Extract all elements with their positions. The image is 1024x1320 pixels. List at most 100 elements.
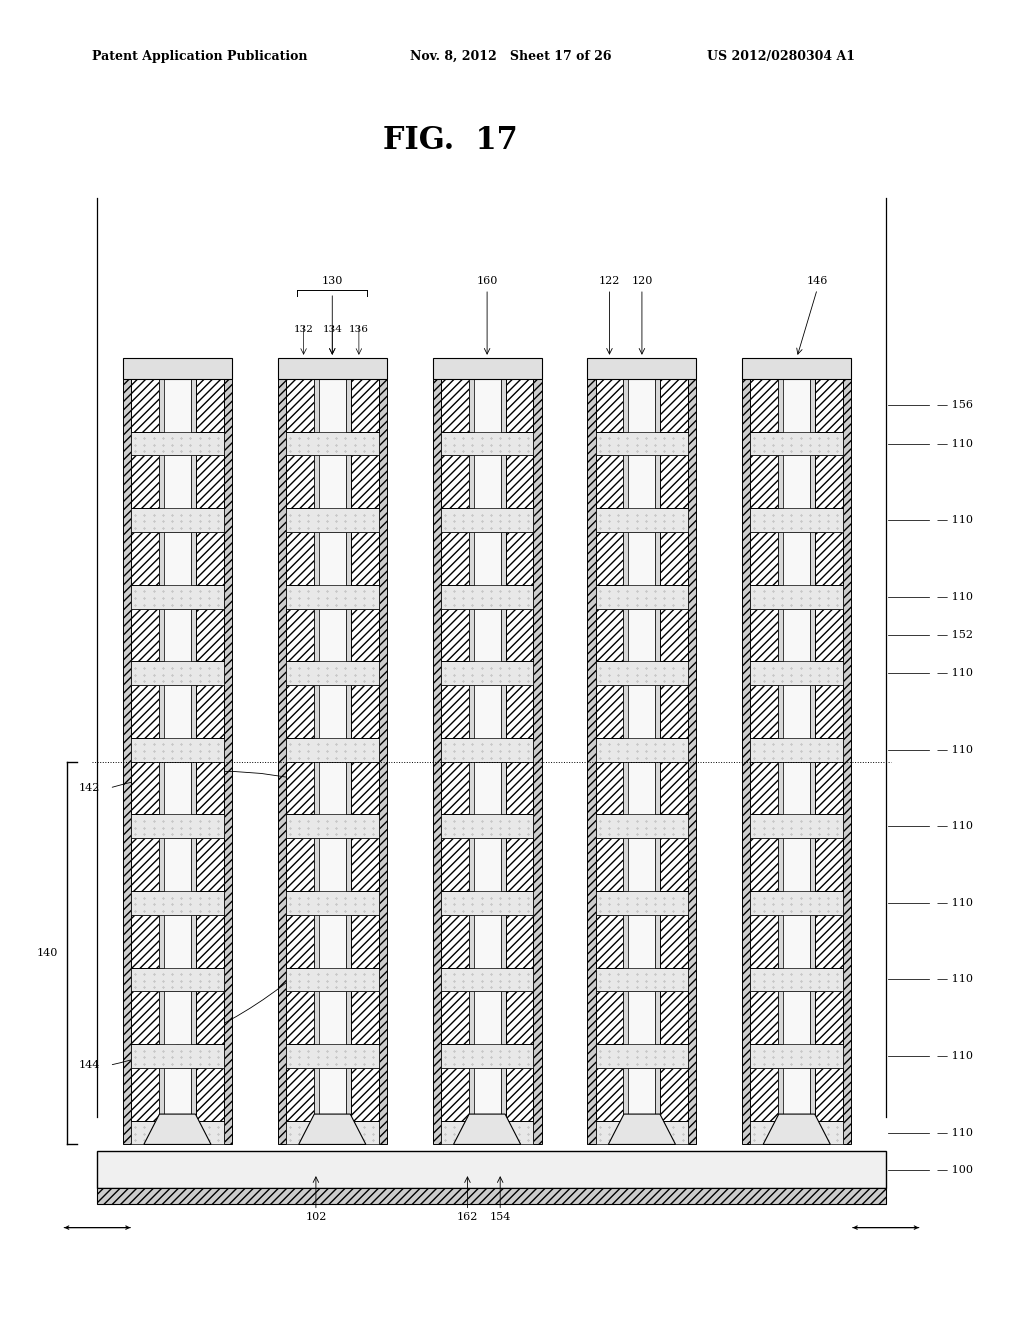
Bar	[318, 455, 346, 508]
Bar	[351, 838, 379, 891]
Bar	[751, 1068, 778, 1121]
Bar	[313, 609, 318, 661]
Bar	[286, 838, 313, 891]
Bar	[196, 838, 224, 891]
Bar	[286, 814, 379, 838]
Bar	[629, 455, 655, 508]
Bar	[629, 379, 655, 432]
Bar	[440, 508, 534, 532]
Bar	[131, 891, 224, 915]
Text: — 110: — 110	[937, 591, 973, 602]
Text: 162: 162	[457, 1212, 478, 1222]
Bar	[588, 379, 596, 1144]
Bar	[131, 814, 224, 838]
Bar	[815, 685, 843, 738]
Bar	[751, 991, 778, 1044]
Text: t₂: t₂	[468, 927, 474, 935]
Bar	[815, 991, 843, 1044]
Bar	[313, 455, 318, 508]
Bar	[474, 455, 501, 508]
Text: 154: 154	[489, 1212, 511, 1222]
Bar	[313, 685, 318, 738]
Bar	[655, 991, 660, 1044]
Polygon shape	[143, 1114, 211, 1144]
Bar	[286, 738, 379, 762]
Bar	[596, 968, 688, 991]
Bar	[506, 609, 534, 661]
Bar	[190, 838, 196, 891]
Text: — 110: — 110	[937, 898, 973, 908]
Bar	[131, 609, 159, 661]
Bar	[164, 685, 190, 738]
Bar	[534, 379, 542, 1144]
Bar	[131, 685, 159, 738]
Bar	[131, 455, 159, 508]
Bar	[751, 455, 778, 508]
Bar	[469, 455, 474, 508]
Bar	[815, 455, 843, 508]
Bar	[164, 991, 190, 1044]
Bar	[159, 991, 164, 1044]
Bar	[742, 358, 851, 379]
Bar	[624, 379, 629, 432]
Bar	[810, 455, 815, 508]
Bar	[629, 991, 655, 1044]
Bar	[474, 532, 501, 585]
Bar	[313, 379, 318, 432]
Bar	[501, 455, 506, 508]
Bar	[164, 379, 190, 1144]
Text: FIG.  17: FIG. 17	[383, 125, 518, 156]
Bar	[474, 379, 501, 1144]
Bar	[469, 532, 474, 585]
Bar	[190, 991, 196, 1044]
Bar	[313, 915, 318, 968]
Bar	[596, 762, 624, 814]
Bar	[440, 1121, 534, 1144]
Bar	[655, 379, 660, 432]
Bar	[440, 1068, 469, 1121]
Bar	[318, 379, 346, 1144]
Bar	[440, 891, 534, 915]
Bar	[506, 838, 534, 891]
Bar	[440, 762, 469, 814]
Bar	[318, 991, 346, 1044]
Bar	[660, 762, 688, 814]
Bar	[751, 762, 778, 814]
Bar	[286, 968, 379, 991]
Bar	[655, 762, 660, 814]
Bar	[159, 685, 164, 738]
Bar	[596, 738, 688, 762]
Bar	[313, 762, 318, 814]
Text: t₁: t₁	[468, 774, 474, 781]
Bar	[783, 915, 810, 968]
Bar	[751, 585, 843, 609]
Bar	[778, 532, 783, 585]
Bar	[660, 1068, 688, 1121]
Bar	[196, 455, 224, 508]
Bar	[751, 1121, 843, 1144]
Bar	[660, 379, 688, 432]
Bar	[159, 455, 164, 508]
Text: — 100: — 100	[937, 1164, 973, 1175]
Text: 122: 122	[599, 276, 621, 286]
Bar	[159, 532, 164, 585]
Bar	[660, 991, 688, 1044]
Bar	[624, 1068, 629, 1121]
Bar	[624, 991, 629, 1044]
Bar	[506, 455, 534, 508]
Bar	[351, 609, 379, 661]
Bar	[688, 379, 696, 1144]
Text: US 2012/0280304 A1: US 2012/0280304 A1	[707, 50, 855, 63]
Bar	[159, 762, 164, 814]
Bar	[506, 685, 534, 738]
Bar	[318, 609, 346, 661]
Text: 140: 140	[37, 948, 58, 958]
Bar	[810, 685, 815, 738]
Polygon shape	[299, 1114, 366, 1144]
Bar	[190, 1068, 196, 1121]
Text: 144: 144	[79, 1060, 100, 1071]
Bar	[815, 532, 843, 585]
Bar	[596, 532, 624, 585]
Text: Nov. 8, 2012   Sheet 17 of 26: Nov. 8, 2012 Sheet 17 of 26	[410, 50, 611, 63]
Bar	[469, 991, 474, 1044]
